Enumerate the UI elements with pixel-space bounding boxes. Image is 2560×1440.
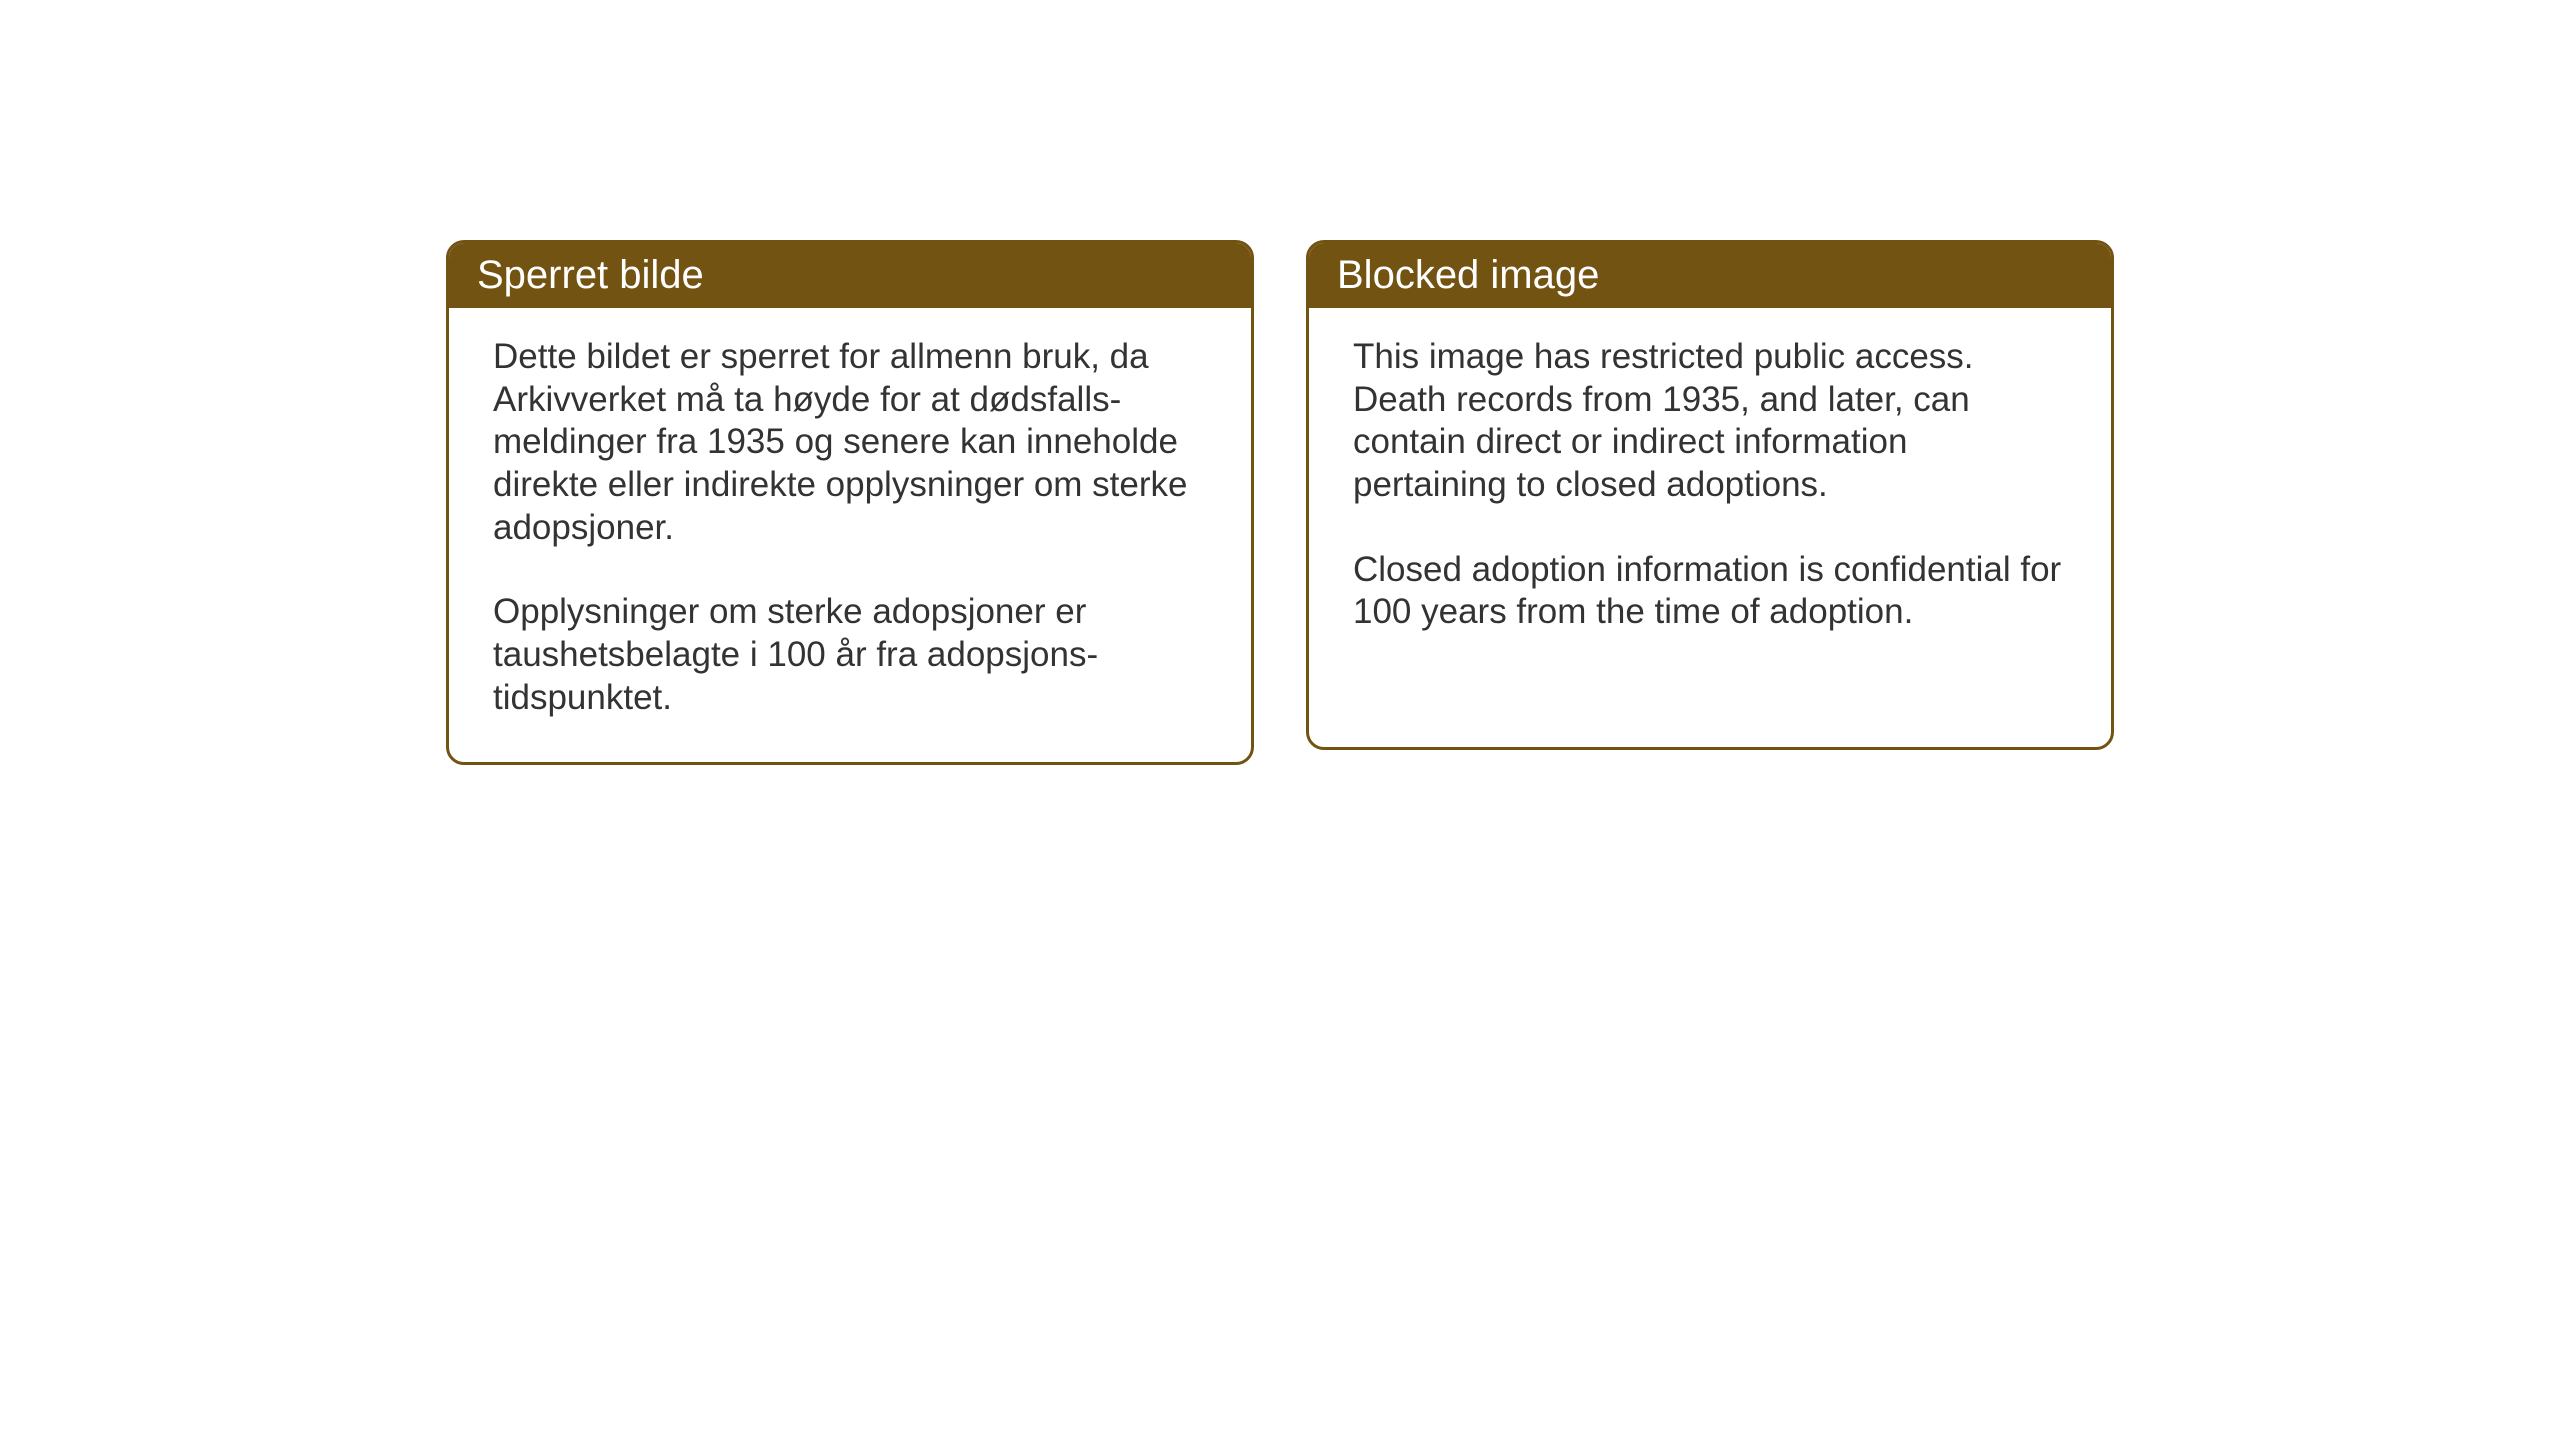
notice-paragraph-1-english: This image has restricted public access.… [1353, 336, 2067, 507]
notice-title-english: Blocked image [1337, 253, 1599, 297]
notice-header-norwegian: Sperret bilde [449, 243, 1251, 308]
notice-container: Sperret bilde Dette bildet er sperret fo… [446, 240, 2114, 765]
notice-body-norwegian: Dette bildet er sperret for allmenn bruk… [449, 308, 1251, 762]
notice-header-english: Blocked image [1309, 243, 2111, 308]
notice-title-norwegian: Sperret bilde [477, 253, 704, 297]
notice-paragraph-2-english: Closed adoption information is confident… [1353, 549, 2067, 634]
notice-paragraph-2-norwegian: Opplysninger om sterke adopsjoner er tau… [493, 591, 1207, 719]
notice-body-english: This image has restricted public access.… [1309, 308, 2111, 676]
notice-paragraph-1-norwegian: Dette bildet er sperret for allmenn bruk… [493, 336, 1207, 549]
notice-card-english: Blocked image This image has restricted … [1306, 240, 2114, 750]
notice-card-norwegian: Sperret bilde Dette bildet er sperret fo… [446, 240, 1254, 765]
